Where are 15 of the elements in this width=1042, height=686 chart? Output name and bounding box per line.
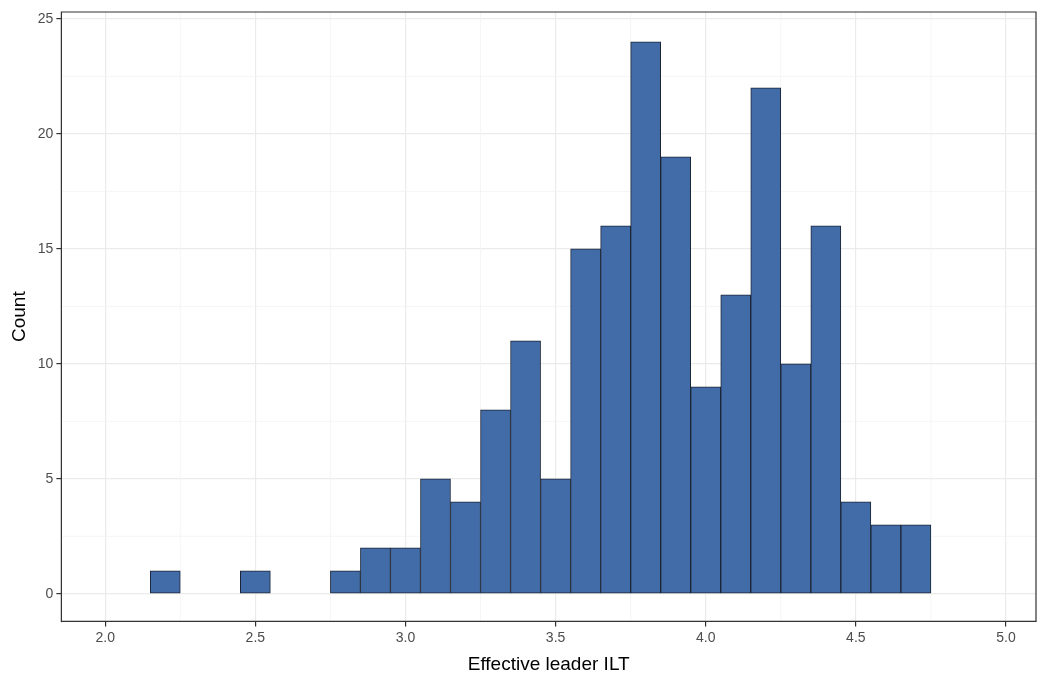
y-tick-label: 20: [37, 124, 54, 141]
x-tick-label: 3.0: [395, 628, 416, 645]
y-tick-label: 25: [37, 9, 54, 26]
y-axis-title: Count: [7, 290, 29, 343]
y-tick-label: 5: [45, 469, 54, 486]
x-axis-title: Effective leader ILT: [467, 652, 631, 674]
y-tick-label: 10: [37, 354, 54, 371]
x-tick-label: 4.5: [846, 628, 866, 645]
y-tick-label: 15: [37, 239, 54, 256]
x-tick-label: 2.5: [245, 628, 266, 645]
x-tick-label: 3.5: [545, 628, 566, 645]
y-tick-label: 0: [45, 584, 54, 601]
x-tick-label: 4.0: [695, 628, 716, 645]
x-tick-label: 5.0: [996, 628, 1016, 645]
x-tick-label: 2.0: [95, 628, 116, 645]
